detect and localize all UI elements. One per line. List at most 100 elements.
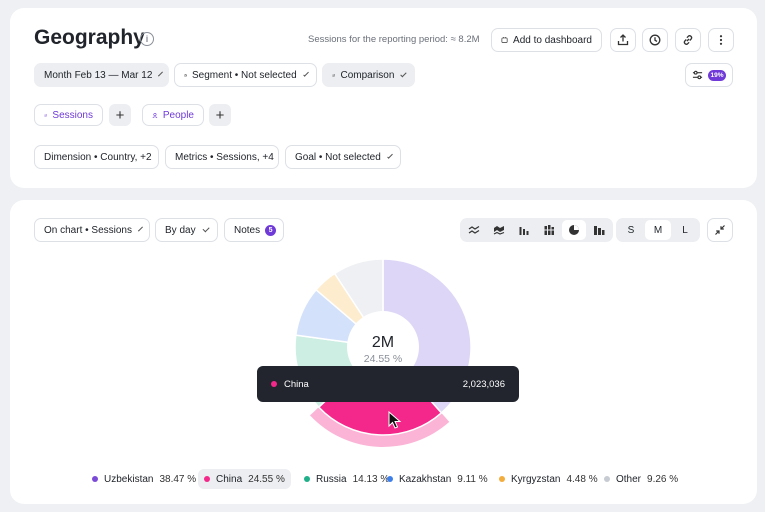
legend-item-other[interactable]: Other 9.26 % (598, 469, 684, 489)
sessions-info: Sessions for the reporting period: ≈ 8.2… (308, 34, 480, 45)
mouse-cursor-icon (388, 411, 402, 429)
segment-pie-icon (184, 73, 187, 77)
by-day-selector[interactable]: By day (155, 218, 218, 242)
metrics-label: Metrics • Sessions, +4 (175, 151, 274, 163)
legend-item-china[interactable]: China 24.55 % (198, 469, 291, 489)
legend-percent-kyrgyzstan: 4.48 % (566, 473, 598, 485)
metrics-selector[interactable]: Metrics • Sessions, +4 (165, 145, 279, 169)
comparison-selector[interactable]: Comparison (322, 63, 415, 87)
notes-label: Notes (234, 224, 261, 236)
settings-button[interactable]: 19% (685, 63, 733, 87)
add-people-button[interactable]: + (209, 104, 231, 126)
sampling-badge: 19% (708, 69, 726, 81)
chevron-down-icon (302, 70, 309, 77)
collapse-icon (715, 225, 725, 235)
more-button[interactable] (708, 28, 734, 52)
legend-label-other: Other (616, 473, 642, 485)
tab-people-label: People (162, 109, 194, 121)
legend-item-kazakhstan[interactable]: Kazakhstan 9.11 % (381, 469, 494, 489)
chevron-down-icon (202, 224, 210, 233)
export-button[interactable] (610, 28, 636, 52)
report-header-panel: Geography i Sessions for the reporting p… (10, 8, 757, 188)
legend-label-russia: Russia (316, 473, 347, 485)
chart-tooltip: China 2,023,036 (257, 366, 519, 402)
chevron-down-icon (158, 71, 164, 76)
size-s-button[interactable]: S (627, 224, 635, 236)
sessions-arrows-icon (44, 113, 48, 117)
compare-arrows-icon (332, 73, 336, 77)
dashboard-icon (501, 37, 508, 43)
notes-count-badge: 5 (265, 224, 277, 236)
area-chart-icon (493, 226, 505, 235)
chart-panel: On chart • Sessions By day Notes 5 S M (10, 200, 757, 504)
legend-item-kyrgyzstan[interactable]: Kyrgyzstan 4.48 % (493, 469, 604, 489)
size-m-button[interactable]: M (645, 220, 671, 240)
link-icon (683, 35, 693, 45)
legend-percent-other: 9.26 % (647, 473, 679, 485)
legend-item-russia[interactable]: Russia 14.13 % (298, 469, 395, 489)
goal-selector[interactable]: Goal • Not selected (285, 145, 401, 169)
segment-selector[interactable]: Segment • Not selected (174, 63, 317, 87)
copy-link-button[interactable] (675, 28, 701, 52)
person-icon (152, 112, 158, 118)
size-l-button[interactable]: L (682, 224, 688, 236)
on-chart-label: On chart • Sessions (44, 224, 132, 236)
legend-percent-russia: 14.13 % (352, 473, 390, 485)
chart-type-line[interactable] (462, 220, 486, 240)
period-selector[interactable]: Month Feb 13 — Mar 12 (34, 63, 169, 87)
dimension-selector[interactable]: Dimension • Country, +2 (34, 145, 159, 169)
plus-icon: + (115, 106, 125, 124)
collapse-button[interactable] (707, 218, 733, 242)
history-button[interactable] (642, 28, 668, 52)
period-label: Month Feb 13 — Mar 12 (44, 69, 153, 81)
dimension-label: Dimension • Country, +2 (44, 151, 152, 163)
legend-label-kazakhstan: Kazakhstan (399, 473, 452, 485)
chart-type-stacked[interactable] (537, 220, 561, 240)
tooltip-value: 2,023,036 (462, 378, 505, 390)
chart-size-group: S M L (616, 218, 700, 242)
bar-chart-icon (519, 227, 529, 235)
chevron-down-icon (386, 152, 393, 159)
add-sessions-button[interactable]: + (109, 104, 131, 126)
legend-percent-uzbekistan: 38.47 % (159, 473, 197, 485)
sliders-icon (692, 70, 703, 80)
legend-dot-uzbekistan (92, 476, 98, 482)
legend-percent-china: 24.55 % (248, 473, 285, 485)
tab-people[interactable]: People (142, 104, 204, 126)
legend-dot-china (204, 476, 210, 482)
clock-icon (649, 34, 661, 46)
stacked-bar-icon (544, 225, 555, 235)
chevron-down-icon (138, 226, 143, 231)
legend-dot-russia (304, 476, 310, 482)
tab-sessions[interactable]: Sessions (34, 104, 103, 126)
pie-chart-icon (569, 225, 579, 235)
info-icon[interactable]: i (140, 32, 154, 46)
add-to-dashboard-label: Add to dashboard (513, 34, 592, 46)
legend-label-china: China (216, 473, 243, 485)
legend-label-kyrgyzstan: Kyrgyzstan (511, 473, 561, 485)
add-to-dashboard-button[interactable]: Add to dashboard (491, 28, 602, 52)
legend-item-uzbekistan[interactable]: Uzbekistan 38.47 % (86, 469, 202, 489)
plus-icon: + (215, 106, 225, 124)
on-chart-selector[interactable]: On chart • Sessions (34, 218, 150, 242)
tab-sessions-label: Sessions (52, 109, 93, 121)
line-chart-icon (468, 225, 480, 234)
legend-percent-kazakhstan: 9.11 % (457, 473, 488, 485)
chart-type-area[interactable] (487, 220, 511, 240)
chart-type-column[interactable] (587, 220, 611, 240)
tooltip-label: China (284, 378, 309, 390)
legend-label-uzbekistan: Uzbekistan (104, 473, 154, 485)
export-icon (617, 34, 629, 46)
comparison-label: Comparison (340, 69, 395, 81)
notes-button[interactable]: Notes 5 (224, 218, 284, 242)
chart-type-bar[interactable] (512, 220, 536, 240)
column-chart-icon (594, 226, 605, 235)
chart-type-group (460, 218, 613, 242)
page-title: Geography (34, 26, 145, 49)
segment-label: Segment • Not selected (191, 69, 297, 81)
legend-dot-kazakhstan (387, 476, 393, 482)
chart-type-pie[interactable] (562, 220, 586, 240)
by-day-label: By day (165, 224, 196, 236)
legend-dot-kyrgyzstan (499, 476, 505, 482)
more-vertical-icon (719, 35, 723, 45)
